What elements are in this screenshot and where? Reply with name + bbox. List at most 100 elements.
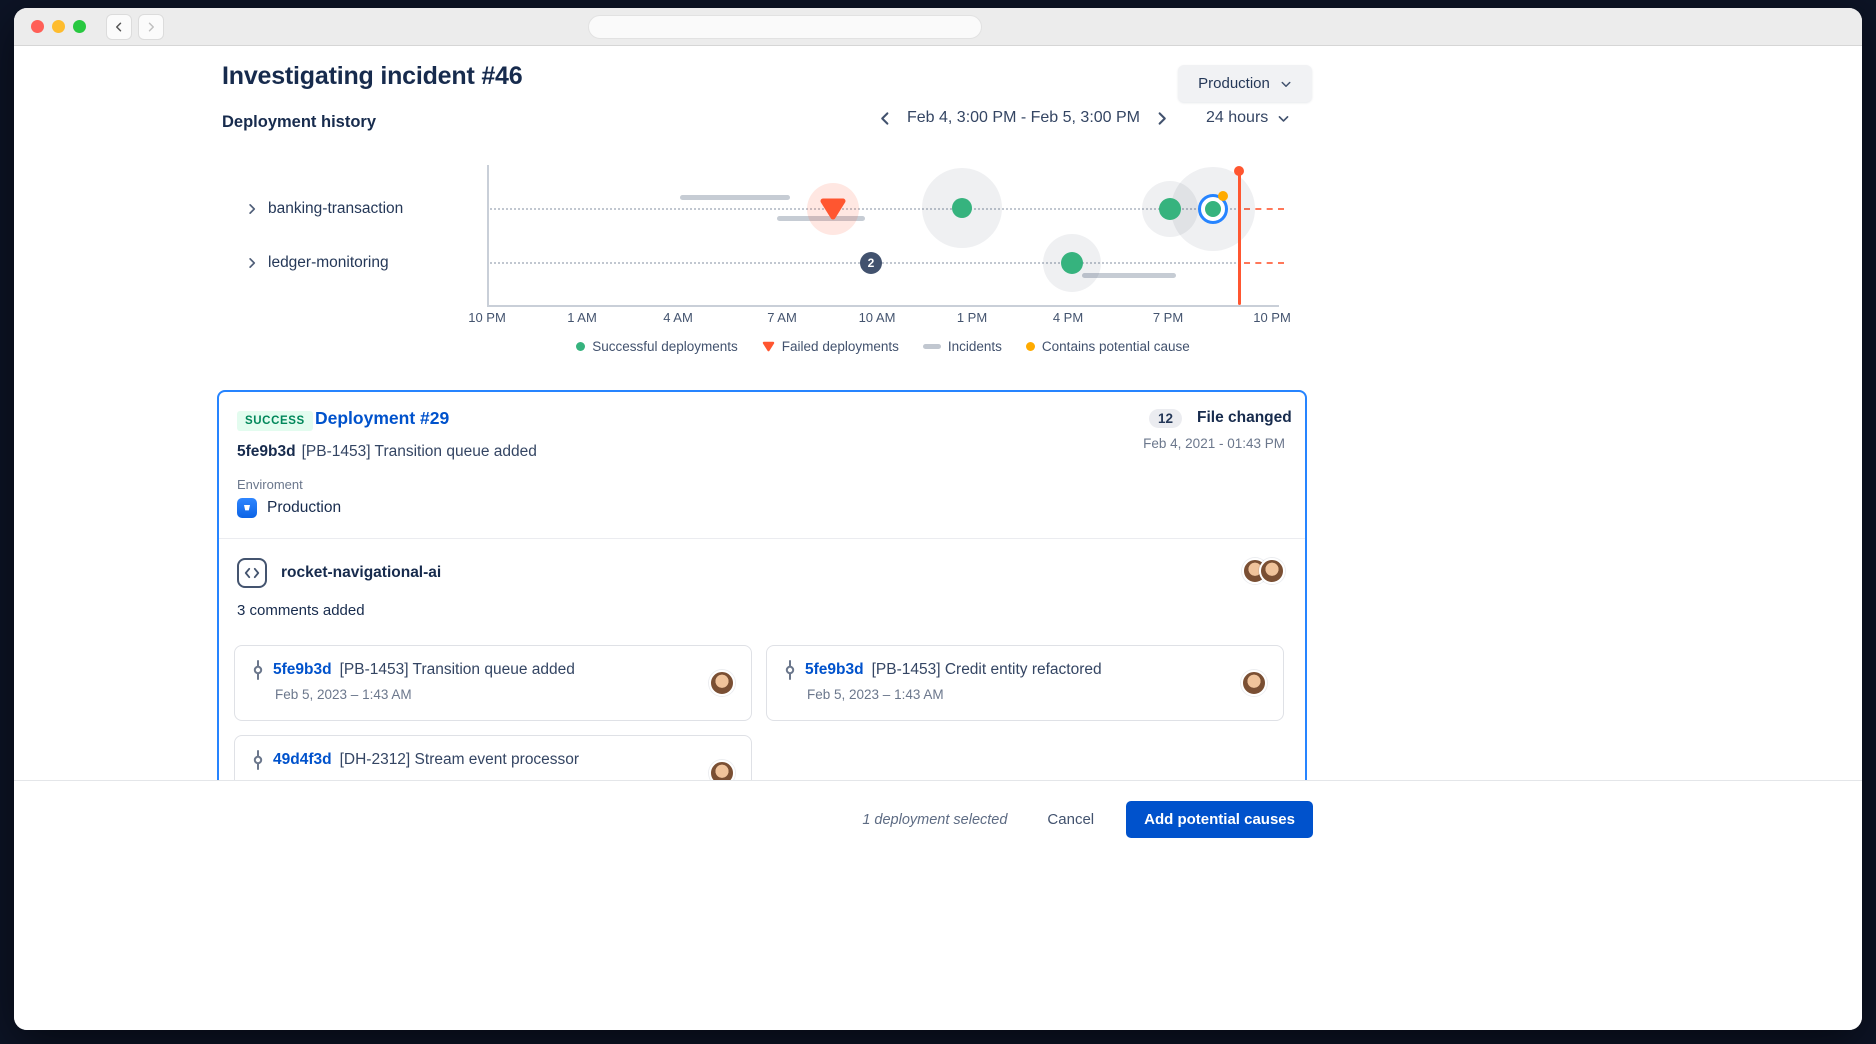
deployment-commit-line: 5fe9b3d [PB-1453] Transition queue added <box>237 443 537 461</box>
selected-deployment-marker[interactable] <box>1198 194 1228 224</box>
chart-row-toggle-banking-transaction[interactable]: banking-transaction <box>246 198 403 220</box>
browser-address-bar[interactable] <box>588 15 982 39</box>
x-tick: 1 AM <box>567 310 597 325</box>
chart-row-label: ledger-monitoring <box>268 254 389 271</box>
add-potential-causes-button[interactable]: Add potential causes <box>1126 801 1313 838</box>
browser-window: Investigating incident #46 Production De… <box>14 8 1862 1030</box>
git-commit-icon <box>785 660 795 680</box>
commit-message: [PB-1453] Credit entity refactored <box>871 661 1102 678</box>
commit-row: 5fe9b3d [PB-1453] Credit entity refactor… <box>783 660 1267 680</box>
git-commit-icon <box>253 750 263 770</box>
x-tick: 1 PM <box>956 310 988 325</box>
chart-row-toggle-ledger-monitoring[interactable]: ledger-monitoring <box>246 252 389 274</box>
cancel-button[interactable]: Cancel <box>1037 803 1104 836</box>
potential-cause-dot <box>1218 191 1228 201</box>
environment-dropdown[interactable]: Production <box>1178 65 1312 102</box>
environment-row: Production <box>237 498 341 518</box>
incident-bar[interactable] <box>777 216 865 221</box>
commit-hash-link[interactable]: 5fe9b3d <box>805 661 864 678</box>
commit-card[interactable]: 5fe9b3d [PB-1453] Credit entity refactor… <box>766 645 1284 721</box>
successful-deployment-marker[interactable] <box>952 198 972 218</box>
x-tick: 4 PM <box>1052 310 1084 325</box>
x-tick: 10 AM <box>858 310 896 325</box>
legend-item-incidents: Incidents <box>922 339 1002 354</box>
commit-row: 49d4f3d [DH-2312] Stream event processor <box>251 750 735 770</box>
chart-future-guideline <box>1244 208 1284 210</box>
commit-hash-link[interactable]: 5fe9b3d <box>273 661 332 678</box>
x-tick: 4 AM <box>663 310 693 325</box>
incident-bar[interactable] <box>1082 273 1176 278</box>
chevron-left-icon <box>881 111 889 125</box>
zoom-window-button[interactable] <box>73 20 86 33</box>
page-title: Investigating incident #46 <box>222 62 523 90</box>
chart-legend: Successful deployments Failed deployment… <box>487 339 1279 354</box>
duration-dropdown[interactable]: 24 hours <box>1206 109 1290 127</box>
legend-item-successful: Successful deployments <box>576 339 738 354</box>
current-time-line <box>1238 172 1241 305</box>
legend-label: Contains potential cause <box>1041 339 1190 354</box>
avatar <box>709 670 735 696</box>
x-tick: 7 PM <box>1152 310 1184 325</box>
chart-future-guideline <box>1244 262 1284 264</box>
commit-hash-link[interactable]: 49d4f3d <box>273 751 332 768</box>
close-window-button[interactable] <box>31 20 44 33</box>
deployment-timestamp: Feb 4, 2021 - 01:43 PM <box>1143 436 1285 451</box>
date-next-button[interactable] <box>1154 111 1169 126</box>
commit-date: Feb 5, 2023 – 1:43 AM <box>807 687 944 702</box>
chart-x-axis <box>487 305 1279 307</box>
chevron-right-icon <box>1158 111 1166 125</box>
commit-message: [PB-1453] Transition queue added <box>301 443 537 460</box>
chart-row-label: banking-transaction <box>268 200 404 217</box>
successful-deployment-marker[interactable] <box>1061 252 1083 274</box>
repo-contributors <box>1242 558 1285 584</box>
footer-actions: 1 deployment selected Cancel Add potenti… <box>862 801 1313 838</box>
chevron-right-icon <box>148 22 154 32</box>
comments-summary: 3 comments added <box>237 602 365 619</box>
grouped-events-badge[interactable]: 2 <box>860 252 882 274</box>
red-triangle-icon <box>762 341 775 352</box>
legend-label: Incidents <box>947 339 1002 354</box>
commit-card[interactable]: 49d4f3d [DH-2312] Stream event processor <box>234 735 752 780</box>
x-tick: 7 AM <box>767 310 797 325</box>
avatar <box>1241 670 1267 696</box>
selection-status: 1 deployment selected <box>862 811 1008 828</box>
browser-back-button[interactable] <box>106 14 132 40</box>
chevron-right-icon <box>249 204 256 214</box>
gray-bar-icon <box>922 344 941 349</box>
files-changed-label: File changed <box>1197 409 1292 426</box>
legend-label: Failed deployments <box>781 339 899 354</box>
legend-item-potential-cause: Contains potential cause <box>1025 339 1190 354</box>
duration-dropdown-value: 24 hours <box>1206 109 1269 126</box>
x-tick: 10 PM <box>468 310 506 325</box>
deployment-title-link[interactable]: Deployment #29 <box>315 408 450 428</box>
environment-dropdown-value: Production <box>1198 75 1270 92</box>
commit-card[interactable]: 5fe9b3d [PB-1453] Transition queue added… <box>234 645 752 721</box>
divider <box>219 538 1305 539</box>
commit-hash: 5fe9b3d <box>237 443 296 460</box>
avatar <box>1259 558 1285 584</box>
chevron-right-icon <box>249 258 256 268</box>
date-range-nav: Feb 4, 3:00 PM - Feb 5, 3:00 PM <box>878 109 1169 127</box>
chevron-down-icon <box>1281 81 1291 87</box>
git-commit-icon <box>253 660 263 680</box>
date-prev-button[interactable] <box>878 111 893 126</box>
current-time-dot <box>1234 166 1244 176</box>
main-content: Investigating incident #46 Production De… <box>14 46 1862 780</box>
commit-message: [PB-1453] Transition queue added <box>339 661 575 678</box>
legend-label: Successful deployments <box>592 339 738 354</box>
successful-deployment-marker[interactable] <box>1159 198 1181 220</box>
legend-item-failed: Failed deployments <box>762 339 899 354</box>
bitbucket-environment-icon <box>237 498 257 518</box>
status-badge: SUCCESS <box>237 411 313 431</box>
environment-label: Enviroment <box>237 477 303 492</box>
minimize-window-button[interactable] <box>52 20 65 33</box>
chart-y-axis <box>487 165 489 307</box>
incident-bar[interactable] <box>680 195 790 200</box>
browser-chrome <box>14 8 1862 46</box>
section-title: Deployment history <box>222 113 377 131</box>
failed-deployment-marker[interactable] <box>819 197 847 221</box>
browser-forward-button[interactable] <box>138 14 164 40</box>
chevron-left-icon <box>116 22 122 32</box>
files-count-badge: 12 <box>1149 409 1183 428</box>
